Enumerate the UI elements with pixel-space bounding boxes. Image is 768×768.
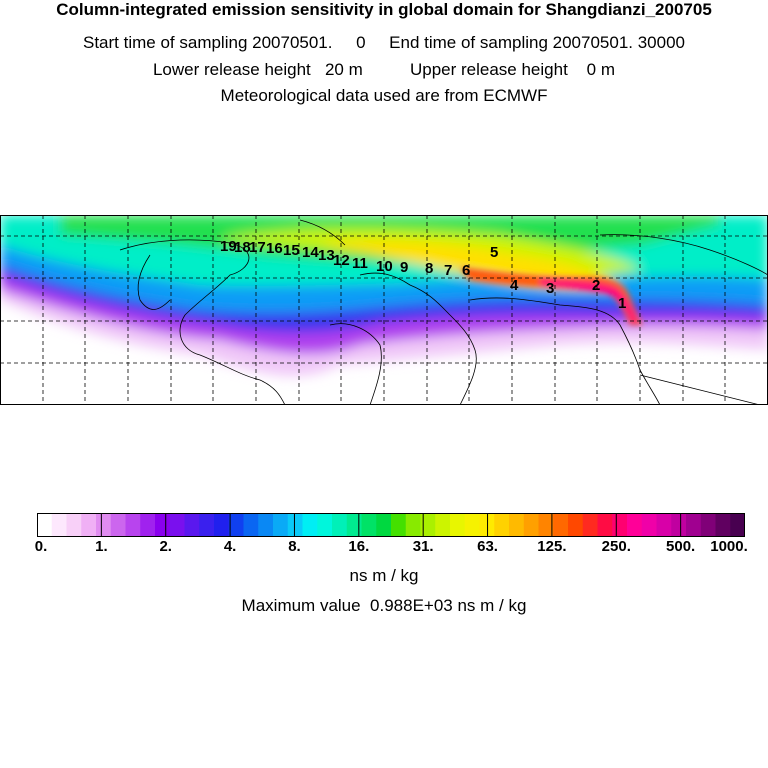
colorbar-cell (686, 513, 702, 537)
colorbar-cell (140, 513, 156, 537)
colorbar-cell (169, 513, 185, 537)
colorbar-cell (671, 513, 687, 537)
graticule (0, 215, 768, 405)
colorbar-tick-label: 4. (223, 538, 237, 555)
colorbar-cell (376, 513, 392, 537)
colorbar-cell (494, 513, 510, 537)
colorbar-cell (700, 513, 716, 537)
colorbar-dividers (100, 513, 682, 537)
colorbar-cell (81, 513, 97, 537)
colorbar-cell (612, 513, 628, 537)
colorbar-cell (715, 513, 731, 537)
trajectory-label: 8 (425, 260, 433, 277)
colorbar-cell (582, 513, 598, 537)
coastlines (119, 219, 768, 405)
colorbar-tick-label: 1. (95, 538, 108, 555)
colorbar-cell (228, 513, 244, 537)
map-title: Column-integrated emission sensitivity i… (56, 0, 712, 19)
colorbar-cell (110, 513, 126, 537)
colorbar-cell (243, 513, 259, 537)
colorbar-cell (37, 513, 53, 537)
colorbar-cell (66, 513, 82, 537)
trajectory-label: 6 (462, 262, 470, 279)
colorbar-cell (346, 513, 362, 537)
colorbar-tick-label: 125. (537, 538, 567, 555)
colorbar-cell (405, 513, 421, 537)
colorbar-cell (155, 513, 171, 537)
colorbar-frame (37, 513, 745, 537)
colorbar-cell (464, 513, 480, 537)
colorbar-cell (641, 513, 657, 537)
colorbar-cell (332, 513, 348, 537)
colorbar-cell (627, 513, 643, 537)
colorbar-tick-label: 31. (412, 538, 434, 555)
colorbar-cell (509, 513, 525, 537)
colorbar-cell (450, 513, 466, 537)
maximum-value: Maximum value 0.988E+03 ns m / kg (241, 596, 527, 615)
colorbar-cell (420, 513, 436, 537)
colorbar-cell (199, 513, 215, 537)
colorbar-tick-label: 0. (34, 538, 48, 555)
trajectory-label: 12 (333, 252, 350, 269)
trajectory-label: 14 (302, 244, 319, 261)
trajectory-label: 11 (352, 255, 368, 272)
colorbar-cell (656, 513, 672, 537)
colorbar-tick-label: 63. (477, 538, 498, 555)
sampling-time-line: Start time of sampling 20070501. 0 End t… (83, 33, 685, 52)
trajectory-label: 9 (400, 259, 408, 276)
colorbar-cell (273, 513, 289, 537)
colorbar-tick-label: 16. (348, 538, 370, 555)
trajectory-label: 13 (318, 247, 335, 264)
trajectory-label: 15 (283, 242, 300, 259)
colorbar (37, 513, 745, 537)
colorbar-cell (258, 513, 274, 537)
trajectory-label: 17 (249, 239, 266, 256)
plume-core (460, 267, 642, 325)
colorbar-cell (317, 513, 333, 537)
met-data-line: Meteorological data used are from ECMWF (220, 86, 548, 105)
trajectory-label: 4 (510, 277, 519, 294)
colorbar-cell (435, 513, 451, 537)
colorbar-cell (214, 513, 230, 537)
trajectory-label: 5 (490, 244, 498, 261)
colorbar-cell (568, 513, 584, 537)
colorbar-cell (184, 513, 200, 537)
colorbar-cell (523, 513, 539, 537)
colorbar-tick-label: 8. (288, 538, 301, 555)
trajectory-label: 3 (546, 280, 554, 297)
colorbar-cell (51, 513, 67, 537)
colorbar-tick-label: 250. (601, 538, 631, 555)
colorbar-cell (391, 513, 407, 537)
trajectory-label: 2 (592, 277, 600, 294)
colorbar-cell (597, 513, 613, 537)
colorbar-cell (361, 513, 377, 537)
colorbar-cell (730, 513, 745, 537)
colorbar-cell (287, 513, 303, 537)
colorbar-tick-label: 2. (159, 538, 172, 555)
trajectory-label: 18 (234, 239, 251, 256)
colorbar-cell (553, 513, 569, 537)
colorbar-tick-label: 500. (666, 538, 696, 555)
colorbar-cell (302, 513, 318, 537)
colorbar-unit: ns m / kg (349, 566, 419, 585)
trajectory-label: 7 (444, 262, 452, 279)
trajectory-label: 16 (266, 240, 283, 257)
colorbar-tick-label: 1000. (710, 538, 748, 555)
colorbar-cells (37, 513, 745, 537)
colorbar-cell (538, 513, 554, 537)
release-height-line: Lower release height 20 m Upper release … (152, 60, 616, 79)
trajectory-label: 1 (618, 295, 626, 312)
trajectory-label: 19 (220, 238, 237, 255)
trajectory-label: 10 (376, 258, 393, 275)
colorbar-cell (96, 513, 112, 537)
colorbar-cell (125, 513, 141, 537)
